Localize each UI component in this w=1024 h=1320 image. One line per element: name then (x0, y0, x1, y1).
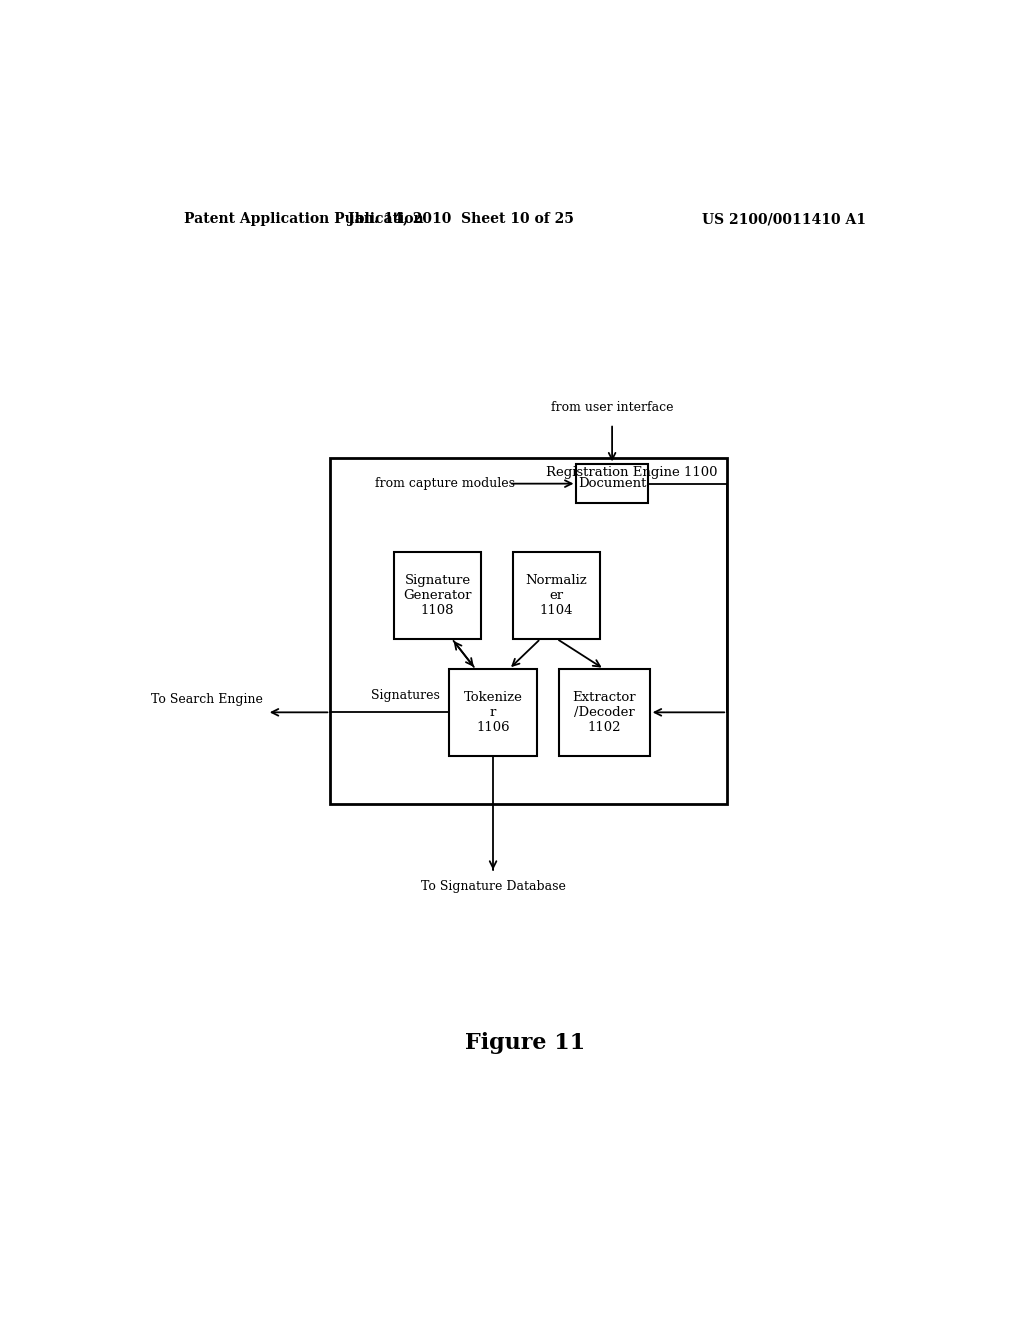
Text: from user interface: from user interface (551, 401, 674, 414)
Text: US 2100/0011410 A1: US 2100/0011410 A1 (702, 213, 866, 227)
Text: Registration Engine 1100: Registration Engine 1100 (546, 466, 718, 479)
Text: Signature
Generator
1108: Signature Generator 1108 (403, 574, 472, 616)
Bar (513, 552, 600, 639)
Bar (558, 669, 650, 755)
Text: Patent Application Publication: Patent Application Publication (183, 213, 423, 227)
Text: Extractor
/Decoder
1102: Extractor /Decoder 1102 (572, 690, 636, 734)
Text: To Search Engine: To Search Engine (151, 693, 263, 706)
Bar (331, 458, 727, 804)
Text: Figure 11: Figure 11 (465, 1032, 585, 1053)
Bar (577, 465, 648, 503)
Bar (394, 552, 481, 639)
Text: Jan. 14, 2010  Sheet 10 of 25: Jan. 14, 2010 Sheet 10 of 25 (348, 213, 574, 227)
Text: Normaliz
er
1104: Normaliz er 1104 (525, 574, 588, 616)
Text: Signatures: Signatures (372, 689, 440, 702)
Text: Tokenize
r
1106: Tokenize r 1106 (464, 690, 522, 734)
Text: Document: Document (578, 477, 646, 490)
Text: To Signature Database: To Signature Database (421, 880, 565, 894)
Bar (450, 669, 537, 755)
Text: from capture modules: from capture modules (376, 477, 515, 490)
